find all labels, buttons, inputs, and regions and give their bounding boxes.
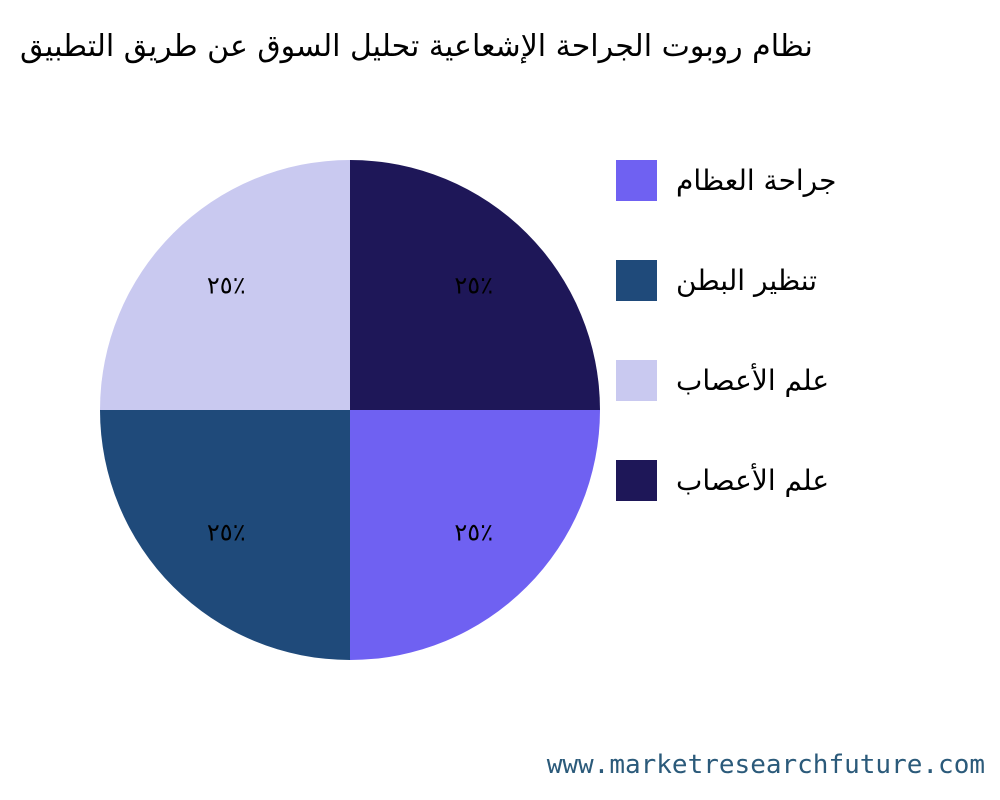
slice-label: ٢٥٪ (454, 519, 493, 547)
legend-swatch (616, 260, 657, 301)
slice-label: ٢٥٪ (207, 271, 246, 299)
pie-slice (100, 410, 350, 660)
pie-slice (100, 160, 350, 410)
slice-label: ٢٥٪ (454, 271, 493, 299)
legend-swatch (616, 160, 657, 201)
pie-slice (350, 410, 600, 660)
pie-slice (350, 160, 600, 410)
legend-swatch (616, 360, 657, 401)
legend-swatch (616, 460, 657, 501)
legend-label: علم الأعصاب (676, 462, 829, 497)
slice-label: ٢٥٪ (207, 519, 246, 547)
legend-label: علم الأعصاب (676, 362, 829, 397)
legend-label: تنظير البطن (676, 264, 817, 297)
source: www.marketresearchfuture.com (546, 750, 985, 780)
chart-title: نظام روبوت الجراحة الإشعاعية تحليل السوق… (20, 29, 813, 64)
legend-label: جراحة العظام (676, 164, 836, 197)
